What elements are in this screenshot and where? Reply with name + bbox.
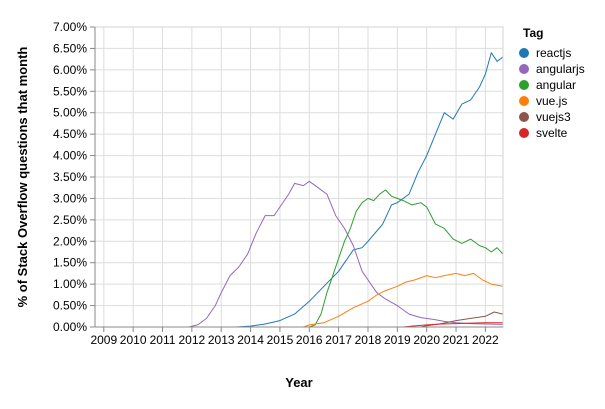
x-tick-label: 2014: [237, 333, 264, 347]
legend: Tag reactjs angularjs angular vue.js vuejs3 s…: [519, 26, 585, 140]
x-axis-title: Year: [285, 375, 312, 390]
y-tick-label: 6.00%: [53, 63, 87, 77]
x-axis-ticks: 2009 2010 2011 2012 2013 2014 2015 2016 2017 2018…: [90, 327, 499, 347]
series-line-angularjs: [95, 180, 504, 328]
legend-item-vuejs3: vuejs3: [519, 110, 571, 124]
legend-item-reactjs: reactjs: [519, 46, 571, 60]
legend-label: angular: [536, 78, 576, 92]
legend-swatch: [519, 128, 529, 138]
x-tick-label: 2013: [208, 333, 235, 347]
legend-label: angularjs: [536, 62, 585, 76]
grid: [95, 26, 503, 328]
series-line-angular: [95, 189, 504, 328]
x-tick-label: 2009: [90, 333, 117, 347]
legend-item-angularjs: angularjs: [519, 62, 585, 76]
x-tick-label: 2010: [120, 333, 147, 347]
y-tick-label: 2.50%: [53, 213, 87, 227]
series-layer: [95, 52, 504, 328]
legend-swatch: [519, 64, 529, 74]
x-tick-label: 2019: [384, 333, 411, 347]
y-tick-label: 0.50%: [53, 299, 87, 313]
x-tick-label: 2015: [267, 333, 294, 347]
y-axis-ticks: 0.00% 0.50% 1.00% 1.50% 2.00% 2.50% 3.00% 3.50%…: [53, 20, 95, 334]
y-tick-label: 3.50%: [53, 170, 87, 184]
x-tick-label: 2020: [413, 333, 440, 347]
legend-label: svelte: [536, 126, 568, 140]
y-tick-label: 5.00%: [53, 106, 87, 120]
legend-title: Tag: [523, 26, 543, 40]
y-tick-label: 1.00%: [53, 277, 87, 291]
y-tick-label: 0.00%: [53, 320, 87, 334]
x-tick-label: 2017: [325, 333, 352, 347]
y-tick-label: 1.50%: [53, 256, 87, 270]
legend-item-svelte: svelte: [519, 126, 568, 140]
y-tick-label: 2.00%: [53, 234, 87, 248]
legend-swatch: [519, 48, 529, 58]
legend-label: vue.js: [536, 94, 567, 108]
y-tick-label: 3.00%: [53, 191, 87, 205]
y-tick-label: 4.00%: [53, 149, 87, 163]
x-tick-label: 2016: [296, 333, 323, 347]
legend-swatch: [519, 96, 529, 106]
legend-items: reactjs angularjs angular vue.js vuejs3 svelt…: [519, 46, 585, 140]
legend-item-vue-js: vue.js: [519, 94, 567, 108]
legend-label: vuejs3: [536, 110, 571, 124]
x-tick-label: 2018: [355, 333, 382, 347]
x-tick-label: 2012: [179, 333, 206, 347]
y-axis-title: % of Stack Overflow questions that month: [15, 47, 30, 308]
legend-item-angular: angular: [519, 78, 576, 92]
y-tick-label: 7.00%: [53, 20, 87, 34]
y-tick-label: 4.50%: [53, 127, 87, 141]
legend-swatch: [519, 80, 529, 90]
legend-label: reactjs: [536, 46, 571, 60]
x-tick-label: 2011: [150, 333, 176, 347]
x-tick-label: 2022: [472, 333, 499, 347]
x-tick-label: 2021: [443, 333, 470, 347]
series-line-vuejs3: [95, 311, 504, 328]
series-line-vue-js: [95, 272, 504, 328]
y-tick-label: 5.50%: [53, 84, 87, 98]
series-line-reactjs: [95, 52, 504, 328]
y-tick-label: 6.50%: [53, 41, 87, 55]
legend-swatch: [519, 112, 529, 122]
